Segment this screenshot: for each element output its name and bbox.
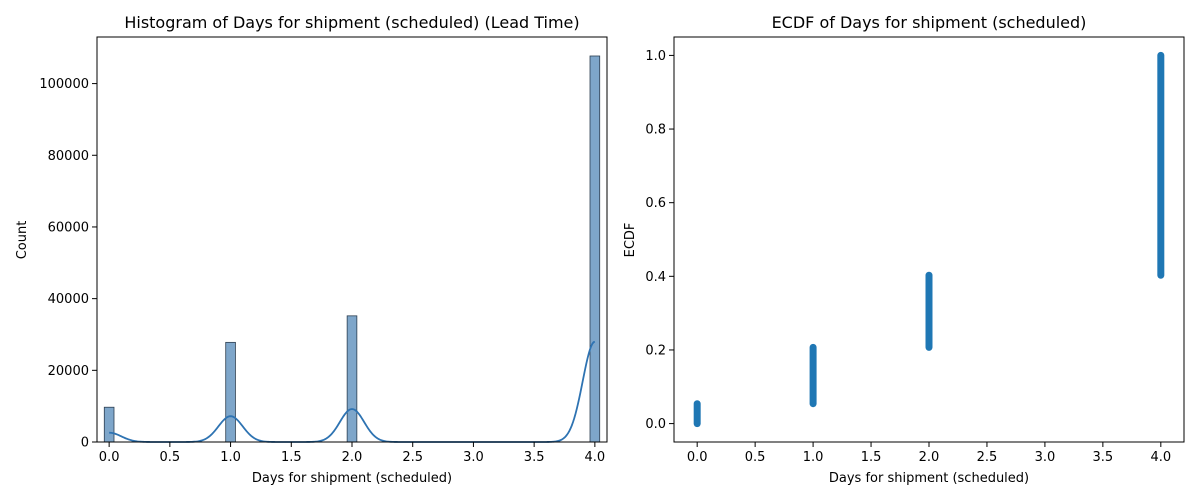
histogram-y-tick-label: 100000 [39,77,89,92]
histogram-y-tick-label: 0 [81,436,89,451]
histogram-x-tick-label: 1.0 [220,450,241,465]
ecdf-x-tick-label: 2.0 [919,450,940,465]
histogram-y-axis-label: Count [15,221,30,260]
ecdf-x-ticks: 0.0 0.5 1.0 1.5 2.0 2.5 3.0 3.5 4.0 [687,442,1171,465]
ecdf-y-ticks: 0.0 0.2 0.4 0.6 0.8 1.0 [645,49,674,432]
ecdf-x-tick-label: 4.0 [1150,450,1171,465]
histogram-x-tick-label: 2.0 [342,450,363,465]
histogram-x-tick-label: 0.5 [160,450,181,465]
ecdf-x-tick-label: 1.0 [803,450,824,465]
histogram-x-axis-label: Days for shipment (scheduled) [252,471,452,486]
ecdf-markers [693,51,1165,428]
ecdf-plot-frame [673,36,1185,443]
ecdf-y-tick-label: 0.8 [645,123,666,138]
histogram-y-tick-label: 20000 [48,364,89,379]
ecdf-x-tick-label: 2.5 [977,450,998,465]
ecdf-x-axis-label: Days for shipment (scheduled) [829,471,1029,486]
ecdf-y-tick-label: 1.0 [645,49,666,64]
histogram-y-tick-label: 60000 [48,220,89,235]
histogram-y-tick-label: 40000 [48,292,89,307]
ecdf-y-tick-label: 0.6 [645,196,666,211]
histogram-x-tick-label: 0.0 [99,450,120,465]
histogram-x-tick-label: 3.0 [463,450,484,465]
histogram-x-tick-label: 2.5 [402,450,423,465]
ecdf-x-tick-label: 0.5 [745,450,766,465]
histogram-y-tick-label: 80000 [48,149,89,164]
ecdf-x-tick-label: 3.0 [1035,450,1056,465]
histogram-chart: Histogram of Days for shipment (schedule… [15,13,608,486]
histogram-title: Histogram of Days for shipment (schedule… [124,13,579,32]
ecdf-y-tick-label: 0.2 [645,343,666,358]
histogram-x-tick-label: 1.5 [281,450,302,465]
ecdf-y-tick-label: 0.0 [645,417,666,432]
ecdf-y-axis-label: ECDF [623,223,638,258]
ecdf-y-tick-label: 0.4 [645,270,666,285]
histogram-x-tick-label: 4.0 [585,450,606,465]
histogram-bar [225,341,236,443]
histogram-x-ticks: 0.0 0.5 1.0 1.5 2.0 2.5 3.0 3.5 4.0 [99,442,605,465]
histogram-y-ticks: 0 20000 40000 60000 80000 100000 [39,77,97,451]
ecdf-chart: ECDF of Days for shipment (scheduled) 0.… [623,13,1185,486]
ecdf-x-tick-label: 0.0 [687,450,708,465]
histogram-bars [103,55,601,443]
histogram-bar [589,55,601,443]
histogram-bar [103,406,115,443]
ecdf-title: ECDF of Days for shipment (scheduled) [772,13,1087,32]
histogram-x-tick-label: 3.5 [524,450,545,465]
histogram-bar [346,315,358,443]
ecdf-x-tick-label: 1.5 [861,450,882,465]
ecdf-x-tick-label: 3.5 [1093,450,1114,465]
